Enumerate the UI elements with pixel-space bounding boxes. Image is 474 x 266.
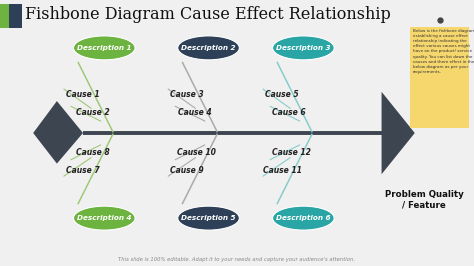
Ellipse shape (273, 206, 334, 230)
Ellipse shape (178, 36, 239, 60)
Text: Problem Quality
/ Feature: Problem Quality / Feature (385, 190, 464, 210)
Text: Cause 6: Cause 6 (273, 108, 306, 117)
Ellipse shape (273, 36, 334, 60)
Text: Cause 10: Cause 10 (177, 148, 216, 157)
Text: Cause 8: Cause 8 (76, 148, 109, 157)
Text: Cause 12: Cause 12 (272, 148, 311, 157)
Text: Cause 4: Cause 4 (178, 108, 211, 117)
Text: This slide is 100% editable. Adapt it to your needs and capture your audience's : This slide is 100% editable. Adapt it to… (118, 257, 356, 262)
Polygon shape (33, 101, 83, 164)
FancyBboxPatch shape (410, 27, 469, 128)
Text: Description 5: Description 5 (182, 215, 236, 221)
Text: Cause 5: Cause 5 (265, 90, 299, 99)
Text: Description 6: Description 6 (276, 215, 330, 221)
Text: Description 2: Description 2 (182, 45, 236, 51)
Ellipse shape (73, 206, 135, 230)
Text: Description 4: Description 4 (77, 215, 131, 221)
Text: Cause 11: Cause 11 (263, 166, 301, 175)
Ellipse shape (73, 36, 135, 60)
Text: Cause 3: Cause 3 (171, 90, 204, 99)
Text: Fishbone Diagram Cause Effect Relationship: Fishbone Diagram Cause Effect Relationsh… (25, 6, 391, 23)
Text: Description 1: Description 1 (77, 45, 131, 51)
Ellipse shape (178, 206, 239, 230)
Text: Description 3: Description 3 (276, 45, 330, 51)
Text: Below is the fishbone diagram
establishing a cause effect
relationship indicatin: Below is the fishbone diagram establishi… (413, 29, 474, 74)
Polygon shape (382, 92, 415, 174)
Text: Cause 1: Cause 1 (66, 90, 100, 99)
Text: Cause 9: Cause 9 (171, 166, 204, 175)
Text: Cause 2: Cause 2 (76, 108, 109, 117)
Text: Cause 7: Cause 7 (66, 166, 100, 175)
